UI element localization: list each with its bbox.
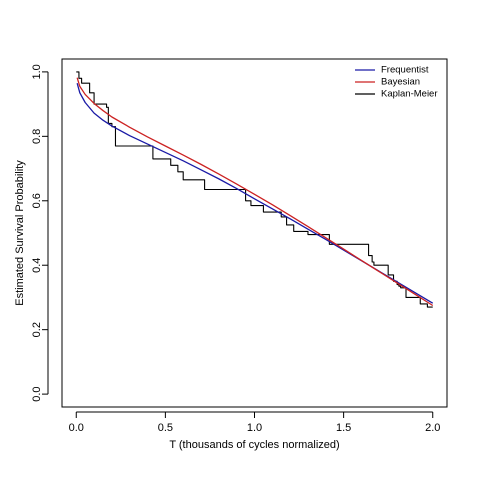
y-tick-label: 1.0: [31, 64, 43, 79]
legend-label-frequentist: Frequentist: [381, 65, 429, 76]
legend-label-bayesian: Bayesian: [381, 77, 420, 88]
y-tick-label: 0.4: [31, 258, 43, 273]
legend-label-kaplan-meier: Kaplan-Meier: [381, 89, 438, 100]
series-layer: [76, 71, 434, 308]
x-tick-label: 1.5: [336, 422, 351, 434]
x-tick-label: 0.0: [69, 422, 84, 434]
kaplan-meier-series-line: [76, 71, 433, 308]
x-tick-label: 1.0: [247, 422, 262, 434]
y-axis-title: Estimated Survival Probability: [14, 160, 26, 306]
plot-frame: [61, 58, 448, 408]
y-tick-label: 0.6: [31, 193, 43, 208]
y-tick-label: 0.0: [31, 386, 43, 401]
y-tick-label: 0.2: [31, 322, 43, 337]
x-axis-title: T (thousands of cycles normalized): [169, 439, 339, 451]
axes-layer: 0.0 0.5 1.0 1.5 2.0 0.0 0.2 0.4 0.6 0.8 1.0: [31, 64, 440, 434]
x-tick-label: 2.0: [425, 422, 440, 434]
x-tick-label: 0.5: [158, 422, 173, 434]
bayesian-series-line: [76, 77, 434, 307]
y-tick-label: 0.8: [31, 129, 43, 144]
